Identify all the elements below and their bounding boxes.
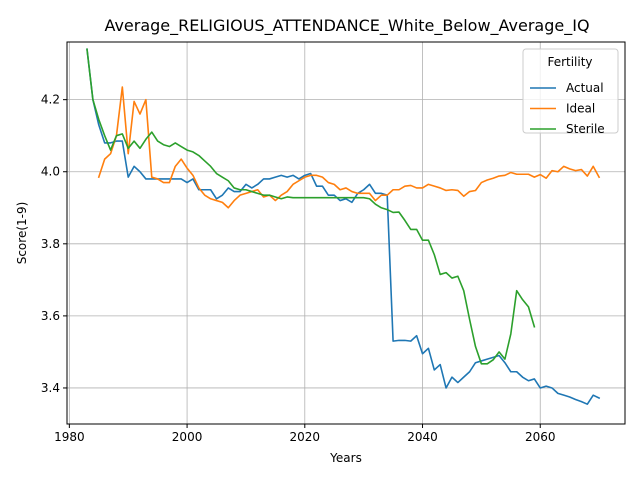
plot-lines: [86, 48, 601, 405]
x-axis-label: Years: [329, 451, 362, 465]
legend-items: Actual Ideal Sterile: [530, 81, 605, 136]
y-axis-label: Score(1-9): [15, 202, 29, 265]
legend-label-actual: Actual: [566, 81, 604, 95]
x-tick-label: 2040: [407, 430, 438, 444]
series-line-ideal: [97, 86, 601, 209]
y-tick-label: 3.6: [41, 309, 60, 323]
y-tick-label: 4.2: [41, 93, 60, 107]
series-line-actual: [86, 48, 601, 405]
legend-label-sterile: Sterile: [566, 122, 605, 136]
legend: Fertility Actual Ideal Sterile: [522, 48, 619, 136]
y-tick-label: 3.8: [41, 237, 60, 251]
series-line-sterile: [86, 48, 536, 365]
y-tick-label: 3.4: [41, 381, 60, 395]
x-tick-label: 2060: [525, 430, 556, 444]
legend-label-ideal: Ideal: [566, 102, 595, 116]
chart-title: Average_RELIGIOUS_ATTENDANCE_White_Below…: [104, 16, 589, 36]
plot-frame: [66, 41, 626, 425]
axis-ticks: 1980 2000 2020 2040 2060 3.4 3.6 3.8 4.0 4.2: [41, 93, 556, 444]
x-tick-label: 2020: [290, 430, 321, 444]
y-tick-label: 4.0: [41, 165, 60, 179]
legend-box: [522, 48, 619, 134]
legend-title: Fertility: [547, 55, 592, 69]
x-tick-label: 1980: [54, 430, 85, 444]
x-tick-label: 2000: [172, 430, 203, 444]
